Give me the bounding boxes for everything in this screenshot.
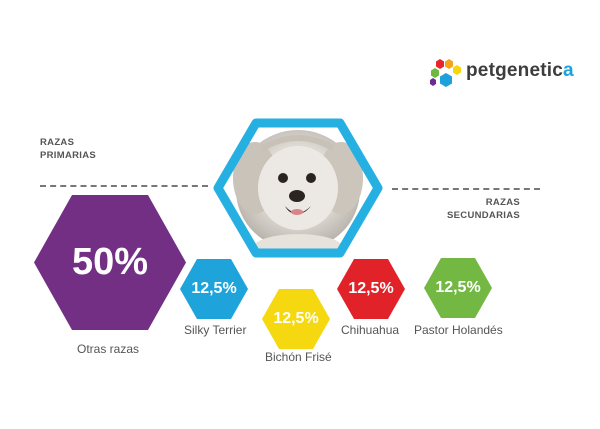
primary-breed-name: Otras razas: [77, 342, 140, 356]
secondary-breeds-label: RAZAS SECUNDARIAS: [440, 196, 520, 222]
breed-name-chihuahua: Chihuahua: [341, 323, 400, 337]
dog-photo-icon: [213, 118, 383, 258]
dog-photo-frame: [203, 108, 393, 268]
secondary-label-line2: SECUNDARIAS: [447, 210, 520, 221]
secondary-dashed-line: [392, 188, 540, 190]
breed-hexagon-bichon-frise: 12,5%: [262, 289, 330, 349]
breed-percent-pastor-holandes: 12,5%: [435, 279, 481, 296]
petgenetica-logo: petgenetica: [428, 56, 578, 92]
logo-hexagons-icon: [430, 59, 461, 87]
breed-name-bichon-frise: Bichón Frisé: [265, 350, 332, 364]
primary-label-line2: PRIMARIAS: [40, 150, 97, 161]
primary-breed-hexagon: 50%: [34, 195, 186, 330]
breed-percent-bichon-frise: 12,5%: [273, 310, 319, 327]
primary-label-line1: RAZAS: [40, 137, 75, 148]
primary-breed-percent: 50%: [71, 241, 149, 283]
breed-name-silky-terrier: Silky Terrier: [184, 323, 247, 337]
breed-name-pastor-holandes: Pastor Holandés: [414, 323, 503, 337]
breed-percent-chihuahua: 12,5%: [348, 280, 394, 297]
primary-dashed-line: [40, 185, 208, 187]
breed-hexagon-pastor-holandes: 12,5%: [424, 258, 492, 318]
primary-breeds-label: RAZAS PRIMARIAS: [40, 136, 96, 162]
breed-percent-silky-terrier: 12,5%: [191, 280, 237, 297]
breed-hexagon-silky-terrier: 12,5%: [180, 259, 248, 319]
secondary-label-line1: RAZAS: [485, 197, 520, 208]
logo-wordmark: petgenetica: [466, 60, 574, 81]
breed-hexagon-chihuahua: 12,5%: [337, 259, 405, 319]
